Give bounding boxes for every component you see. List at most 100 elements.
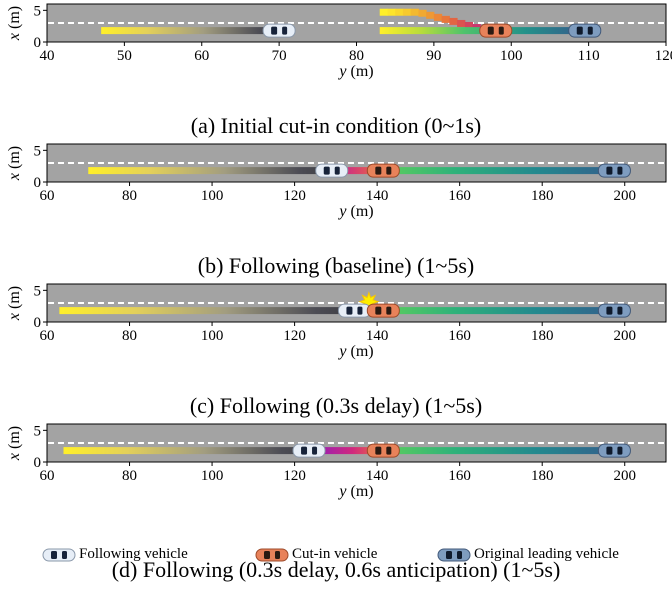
y-axis-label: x (m) <box>6 146 23 181</box>
following-vehicle-window <box>301 446 308 455</box>
trajectory-cutin-mark <box>441 15 450 23</box>
cutin-vehicle <box>366 303 400 318</box>
x-axis-label: y (m) <box>337 343 373 360</box>
trajectory-following <box>63 447 320 455</box>
x-tick-label: 60 <box>40 188 55 204</box>
leading-vehicle <box>597 303 631 318</box>
following-vehicle-body <box>337 303 371 318</box>
x-tick-label: 60 <box>40 328 55 344</box>
x-tick-label: 60 <box>194 48 209 64</box>
y-tick-label: 0 <box>34 175 42 191</box>
trajectory-cutin-mark <box>402 8 412 16</box>
cutin-vehicle <box>366 443 400 458</box>
trajectory-cutin <box>335 167 386 175</box>
following-vehicle <box>292 443 326 458</box>
y-axis-label: x (m) <box>6 426 23 461</box>
x-tick-label: 120 <box>655 48 672 64</box>
trajectory-leading <box>385 447 617 455</box>
trajectory-following <box>101 27 287 35</box>
trajectory-cutin-mark <box>418 9 427 17</box>
x-tick-label: 180 <box>531 328 554 344</box>
leading-vehicle <box>597 443 631 458</box>
x-tick-label: 70 <box>272 48 287 64</box>
trajectory-cutin-mark <box>449 17 458 25</box>
caption-d: (d) Following (0.3s delay, 0.6s anticipa… <box>111 557 561 582</box>
y-tick-label: 5 <box>34 143 42 159</box>
x-tick-label: 180 <box>531 468 554 484</box>
x-tick-label: 160 <box>448 468 471 484</box>
x-tick-label: 80 <box>122 188 137 204</box>
x-tick-label: 140 <box>366 328 389 344</box>
caption-c: (c) Following (0.3s delay) (1~5s) <box>189 393 483 418</box>
caption-b: (b) Following (baseline) (1~5s) <box>197 253 475 278</box>
leading-vehicle-body <box>597 443 631 458</box>
trajectory-cutin-mark <box>410 8 419 16</box>
trajectory-cutin-mark <box>379 8 388 16</box>
trajectory-cutin-mark <box>464 21 474 29</box>
cutin-vehicle-body <box>366 163 400 178</box>
x-tick-label: 60 <box>40 468 55 484</box>
x-tick-label: 100 <box>201 468 224 484</box>
x-tick-label: 40 <box>40 48 55 64</box>
y-tick-label: 5 <box>34 283 42 299</box>
y-tick-label: 5 <box>34 423 42 439</box>
trajectory-leading <box>385 167 617 175</box>
following-vehicle <box>315 163 349 178</box>
following-vehicle-body <box>315 163 349 178</box>
following-vehicle <box>262 23 296 38</box>
panel-c: 60 80 100 120 140 160 180 200 0 5 y (m) x (m) <box>6 283 667 360</box>
x-tick-label: 120 <box>283 328 306 344</box>
x-tick-label: 160 <box>448 188 471 204</box>
leading-vehicle-window <box>617 446 623 455</box>
following-vehicle-icon <box>42 548 76 561</box>
x-tick-label: 200 <box>613 328 636 344</box>
trajectory-cutin-mark <box>457 19 466 27</box>
x-tick-label: 100 <box>201 328 224 344</box>
x-tick-label: 80 <box>122 468 137 484</box>
leading-vehicle-window <box>606 166 613 175</box>
x-tick-label: 140 <box>366 468 389 484</box>
cutin-vehicle-body <box>366 443 400 458</box>
cutin-vehicle-body <box>366 303 400 318</box>
trajectory-following <box>59 307 361 315</box>
leading-vehicle-window <box>606 306 613 315</box>
x-tick-label: 140 <box>366 188 389 204</box>
leading-vehicle <box>568 23 602 38</box>
leading-vehicle-window <box>617 306 623 315</box>
y-axis-label: x (m) <box>6 6 23 41</box>
x-axis-label: y (m) <box>337 63 373 80</box>
x-tick-label: 110 <box>578 48 600 64</box>
following-vehicle-window <box>312 446 318 455</box>
following-vehicle <box>337 303 371 318</box>
cutin-vehicle-window <box>386 306 392 315</box>
panel-a: 40 50 60 70 80 90 100 110 120 0 5 y (m) x (m) <box>6 3 672 80</box>
legend-following-label: Following vehicle <box>79 546 188 562</box>
trajectory-leading <box>385 307 617 315</box>
following-vehicle-window <box>271 26 278 35</box>
x-tick-label: 100 <box>201 188 224 204</box>
following-vehicle-window <box>334 166 340 175</box>
x-tick-label: 120 <box>283 468 306 484</box>
x-tick-label: 180 <box>531 188 554 204</box>
trajectory-following <box>88 167 336 175</box>
x-axis-label: y (m) <box>337 203 373 220</box>
caption-a: (a) Initial cut-in condition (0~1s) <box>190 113 482 138</box>
cutin-vehicle-window <box>498 26 504 35</box>
legend-leading-label: Original leading vehicle <box>474 546 619 562</box>
panel-d: 60 80 100 120 140 160 180 200 0 5 y (m) x (m) <box>6 423 667 500</box>
following-vehicle-window <box>346 306 353 315</box>
following-vehicle-window <box>323 166 330 175</box>
trajectory-cutin-mark <box>433 13 443 21</box>
x-tick-label: 50 <box>117 48 132 64</box>
following-vehicle-window <box>357 306 363 315</box>
x-tick-label: 200 <box>613 188 636 204</box>
leading-vehicle-body <box>568 23 602 38</box>
trajectory-cutin-mark <box>395 8 404 16</box>
x-tick-label: 160 <box>448 328 471 344</box>
x-tick-label: 200 <box>613 468 636 484</box>
cutin-vehicle-icon <box>255 548 289 561</box>
leading-vehicle-body <box>597 303 631 318</box>
panel-b: 60 80 100 120 140 160 180 200 0 5 y (m) x (m) <box>6 143 667 220</box>
cutin-vehicle <box>366 163 400 178</box>
x-tick-label: 80 <box>122 328 137 344</box>
